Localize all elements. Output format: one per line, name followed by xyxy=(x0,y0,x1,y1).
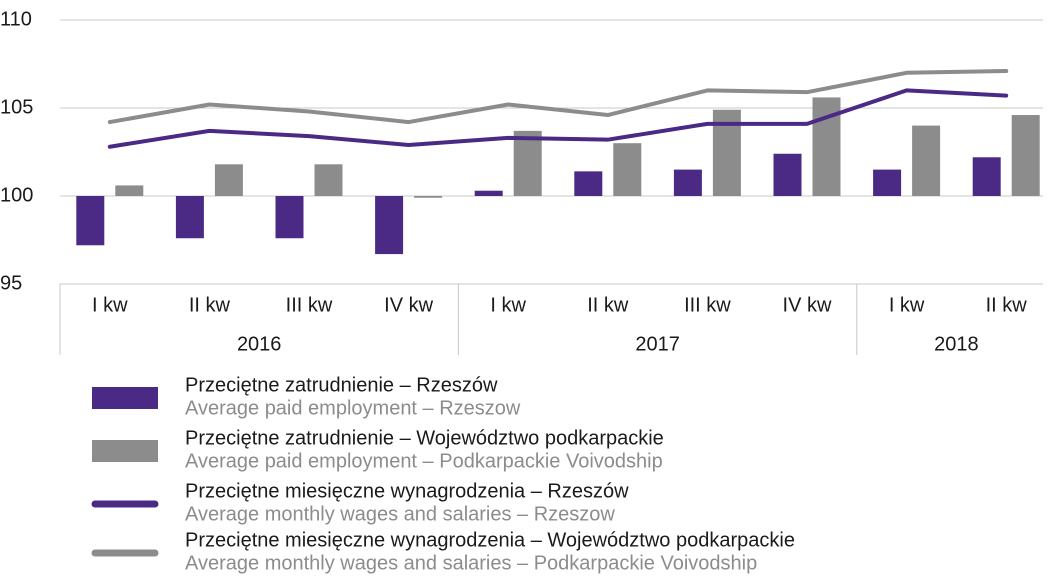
bar xyxy=(175,196,204,239)
group-label: 2018 xyxy=(934,333,979,355)
y-tick-label: 100 xyxy=(0,184,33,206)
bar xyxy=(613,143,642,196)
bar xyxy=(773,153,802,196)
bar xyxy=(1011,115,1040,196)
y-tick-label: 105 xyxy=(0,96,33,118)
x-tick-label: IV kw xyxy=(783,294,832,316)
bar xyxy=(214,164,243,196)
bar xyxy=(972,157,1001,196)
legend-label: Przeciętne miesięczne wynagrodzenia – Wo… xyxy=(185,529,795,551)
bar xyxy=(513,130,542,196)
legend-swatch xyxy=(92,387,158,409)
legend-swatch xyxy=(92,440,158,462)
line xyxy=(107,69,1009,125)
x-tick-label: I kw xyxy=(490,294,526,316)
bar xyxy=(314,164,343,196)
bar xyxy=(76,196,105,246)
bar xyxy=(873,169,902,196)
bar xyxy=(912,125,941,196)
legend-label-en: Average monthly wages and salaries – Rze… xyxy=(185,503,615,525)
x-tick-label: IV kw xyxy=(384,294,433,316)
bar xyxy=(474,190,503,196)
x-tick-label: III kw xyxy=(286,294,333,316)
x-tick-label: I kw xyxy=(92,294,128,316)
legend-label-en: Average paid employment – Podkarpackie V… xyxy=(185,450,663,472)
y-tick-label: 110 xyxy=(0,8,32,30)
bar xyxy=(414,196,443,198)
x-tick-label: II kw xyxy=(587,294,629,316)
group-label: 2017 xyxy=(635,333,680,355)
x-tick-label: II kw xyxy=(189,294,231,316)
legend-label-en: Average monthly wages and salaries – Pod… xyxy=(185,552,757,574)
legend-label-en: Average paid employment – Rzeszow xyxy=(185,397,521,419)
bar xyxy=(574,171,603,196)
legend-label: Przeciętne zatrudnienie – Województwo po… xyxy=(185,427,664,449)
bar xyxy=(673,169,702,196)
legend-label: Przeciętne zatrudnienie – Rzeszów xyxy=(185,374,498,396)
x-tick-label: II kw xyxy=(986,294,1028,316)
bar xyxy=(375,196,404,255)
legend-label: Przeciętne miesięczne wynagrodzenia – Rz… xyxy=(185,480,629,502)
bar xyxy=(115,185,144,196)
bar xyxy=(275,196,304,239)
group-label: 2016 xyxy=(237,333,282,355)
x-tick-label: I kw xyxy=(889,294,925,316)
y-tick-label: 95 xyxy=(0,272,22,294)
line xyxy=(107,88,1009,149)
x-tick-label: III kw xyxy=(684,294,731,316)
